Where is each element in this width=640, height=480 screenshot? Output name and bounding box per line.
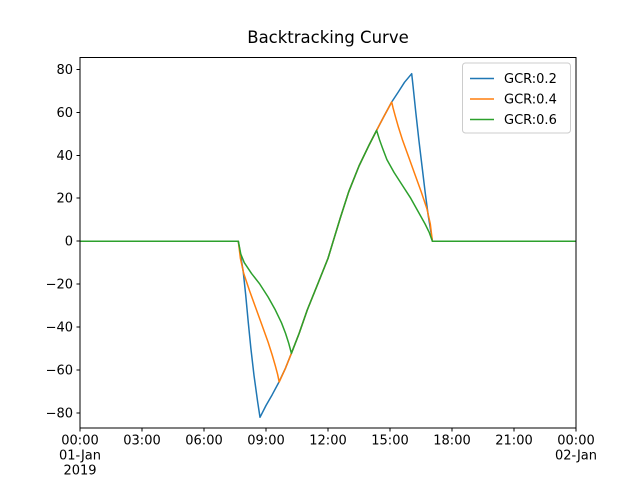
- y-tick-label: −20: [46, 278, 73, 293]
- y-tick-label: 80: [56, 63, 73, 78]
- x-tick-label: 06:00: [185, 434, 222, 449]
- x-tick-label: 21:00: [495, 434, 532, 449]
- y-tick-label: 20: [56, 192, 73, 207]
- y-tick-label: −40: [46, 321, 73, 336]
- x-tick-label: 09:00: [247, 434, 284, 449]
- y-tick-label: 0: [65, 235, 73, 250]
- y-tick-label: 60: [56, 106, 73, 121]
- x-tick-label: 12:00: [309, 434, 346, 449]
- x-tick-label: 18:00: [433, 434, 470, 449]
- y-tick-label: −60: [46, 364, 73, 379]
- x-tick-label: 03:00: [123, 434, 160, 449]
- x-tick-label: 00:00: [61, 434, 98, 449]
- x-tick-sublabel: 02-Jan: [555, 449, 597, 464]
- x-tick-sublabel: 2019: [63, 464, 96, 479]
- y-tick-label: −80: [46, 406, 73, 421]
- legend-box: [462, 62, 571, 134]
- legend-label-gcr-0.2: GCR:0.2: [504, 72, 557, 87]
- x-tick-label: 15:00: [371, 434, 408, 449]
- legend-label-gcr-0.6: GCR:0.6: [504, 113, 557, 128]
- legend-label-gcr-0.4: GCR:0.4: [504, 93, 557, 108]
- y-tick-label: 40: [56, 149, 73, 164]
- legend: GCR:0.2 GCR:0.4 GCR:0.6: [462, 62, 571, 134]
- series-line-gcr-0-4: [80, 101, 576, 383]
- x-tick-sublabel: 01-Jan: [59, 449, 101, 464]
- x-tick-label: 00:00: [557, 434, 594, 449]
- chart-title: Backtracking Curve: [247, 28, 409, 47]
- series-line-gcr-0-6: [80, 129, 576, 355]
